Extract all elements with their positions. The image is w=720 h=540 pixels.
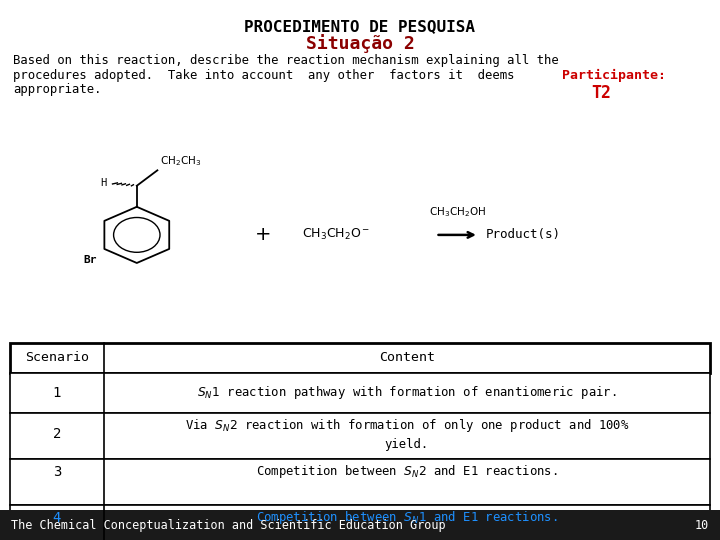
Text: 2: 2 [53,427,61,441]
Text: 3: 3 [53,465,61,479]
Text: H: H [101,178,107,188]
Text: $\mathsf{CH_2CH_3}$: $\mathsf{CH_2CH_3}$ [160,154,201,167]
Text: The Chemical Conceptualization and Scientific Education Group: The Chemical Conceptualization and Scien… [11,518,446,532]
FancyBboxPatch shape [10,413,710,459]
Text: appropriate.: appropriate. [13,83,102,96]
Text: Via $S_N2$ reaction with formation of only one product and 100%
yield.: Via $S_N2$ reaction with formation of on… [184,417,629,450]
Text: Content: Content [379,351,435,364]
Text: $\mathsf{CH_3CH_2O^-}$: $\mathsf{CH_3CH_2O^-}$ [302,227,371,242]
Text: Competition between $S_N1$ and E1 reactions.: Competition between $S_N1$ and E1 reacti… [256,509,557,526]
Text: 1: 1 [53,386,61,400]
Text: procedures adopted.  Take into account  any other  factors it  deems: procedures adopted. Take into account an… [13,69,515,82]
Text: Br: Br [84,255,97,266]
FancyBboxPatch shape [10,459,710,505]
Text: +: + [255,225,271,245]
Text: Competition between $S_N2$ and E1 reactions.: Competition between $S_N2$ and E1 reacti… [256,463,557,481]
Text: PROCEDIMENTO DE PESQUISA: PROCEDIMENTO DE PESQUISA [245,19,475,34]
Text: Product(s): Product(s) [486,228,561,241]
Text: $S_N1$ reaction pathway with formation of enantiomeric pair.: $S_N1$ reaction pathway with formation o… [197,384,616,401]
FancyBboxPatch shape [10,343,710,373]
Text: Based on this reaction, describe the reaction mechanism explaining all the: Based on this reaction, describe the rea… [13,54,559,67]
Text: Situação 2: Situação 2 [305,34,415,53]
FancyBboxPatch shape [10,505,710,540]
Text: T2: T2 [591,84,611,102]
Text: Participante:: Participante: [562,69,665,82]
Bar [0,510,720,540]
Text: Scenario: Scenario [25,351,89,364]
Text: 4: 4 [53,511,61,525]
Text: $\mathsf{CH_3CH_2OH}$: $\mathsf{CH_3CH_2OH}$ [428,205,486,219]
FancyBboxPatch shape [10,373,710,413]
Text: 10: 10 [695,518,709,532]
